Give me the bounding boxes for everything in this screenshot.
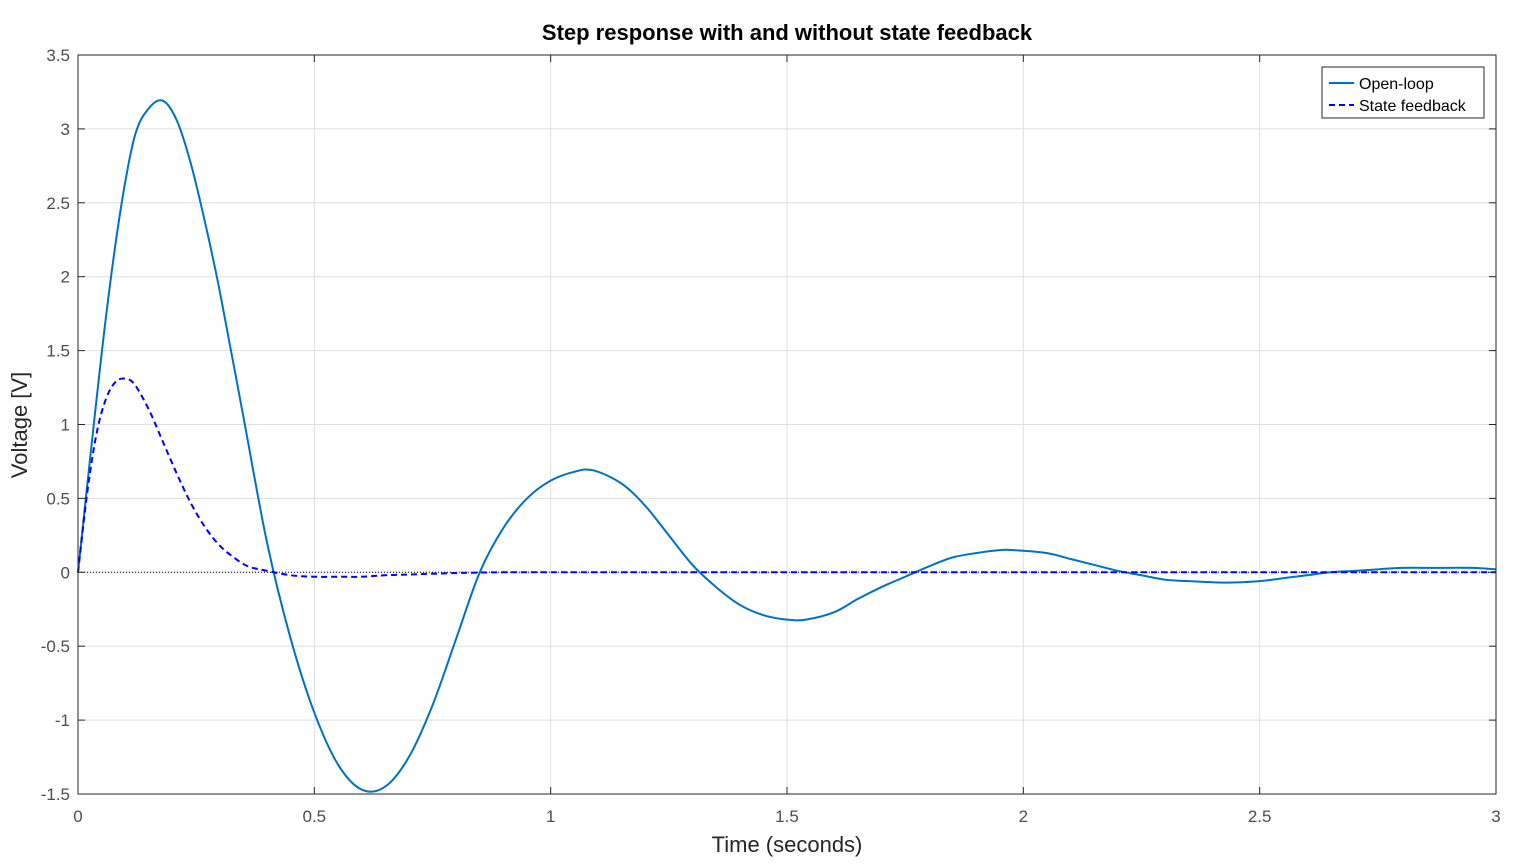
y-tick-label: 0.5: [46, 489, 70, 508]
x-tick-label: 2: [1019, 807, 1028, 826]
y-tick-label: 1.5: [46, 342, 70, 361]
y-tick-label: 3.5: [46, 46, 70, 65]
y-tick-label: 2.5: [46, 194, 70, 213]
y-tick-label: 1: [61, 416, 70, 435]
x-tick-label: 2.5: [1248, 807, 1272, 826]
y-tick-label: -0.5: [41, 637, 70, 656]
y-tick-label: 0: [61, 563, 70, 582]
x-tick-label: 0.5: [303, 807, 327, 826]
y-axis-label: Voltage [V]: [7, 372, 32, 478]
y-tick-label: 3: [61, 120, 70, 139]
x-axis-label: Time (seconds): [712, 832, 863, 857]
y-tick-label: -1.5: [41, 785, 70, 804]
y-tick-label: 2: [61, 268, 70, 287]
series-layer: [77, 99, 1497, 793]
x-tick-label: 3: [1491, 807, 1500, 826]
x-tick-label: 1: [546, 807, 555, 826]
x-tick-label: 1.5: [775, 807, 799, 826]
legend-box: [1321, 66, 1485, 119]
legend: Open-loop State feedback: [1321, 66, 1485, 119]
legend-label-state-feedback: State feedback: [1359, 98, 1467, 115]
y-tick-label: -1: [55, 711, 70, 730]
x-tick-label: 0: [73, 807, 82, 826]
series-line-open-loop: [77, 99, 1497, 793]
chart-title: Step response with and without state fee…: [542, 20, 1033, 45]
ticks: 0 0.5 1 1.5 2 2.5 3 -1.5 -1 -0.5 0 0.5 1 1.5 2 2.5 3 3.5: [41, 46, 1501, 826]
series-line-state-feedback: [77, 377, 1496, 578]
legend-label-open-loop: Open-loop: [1359, 76, 1434, 93]
